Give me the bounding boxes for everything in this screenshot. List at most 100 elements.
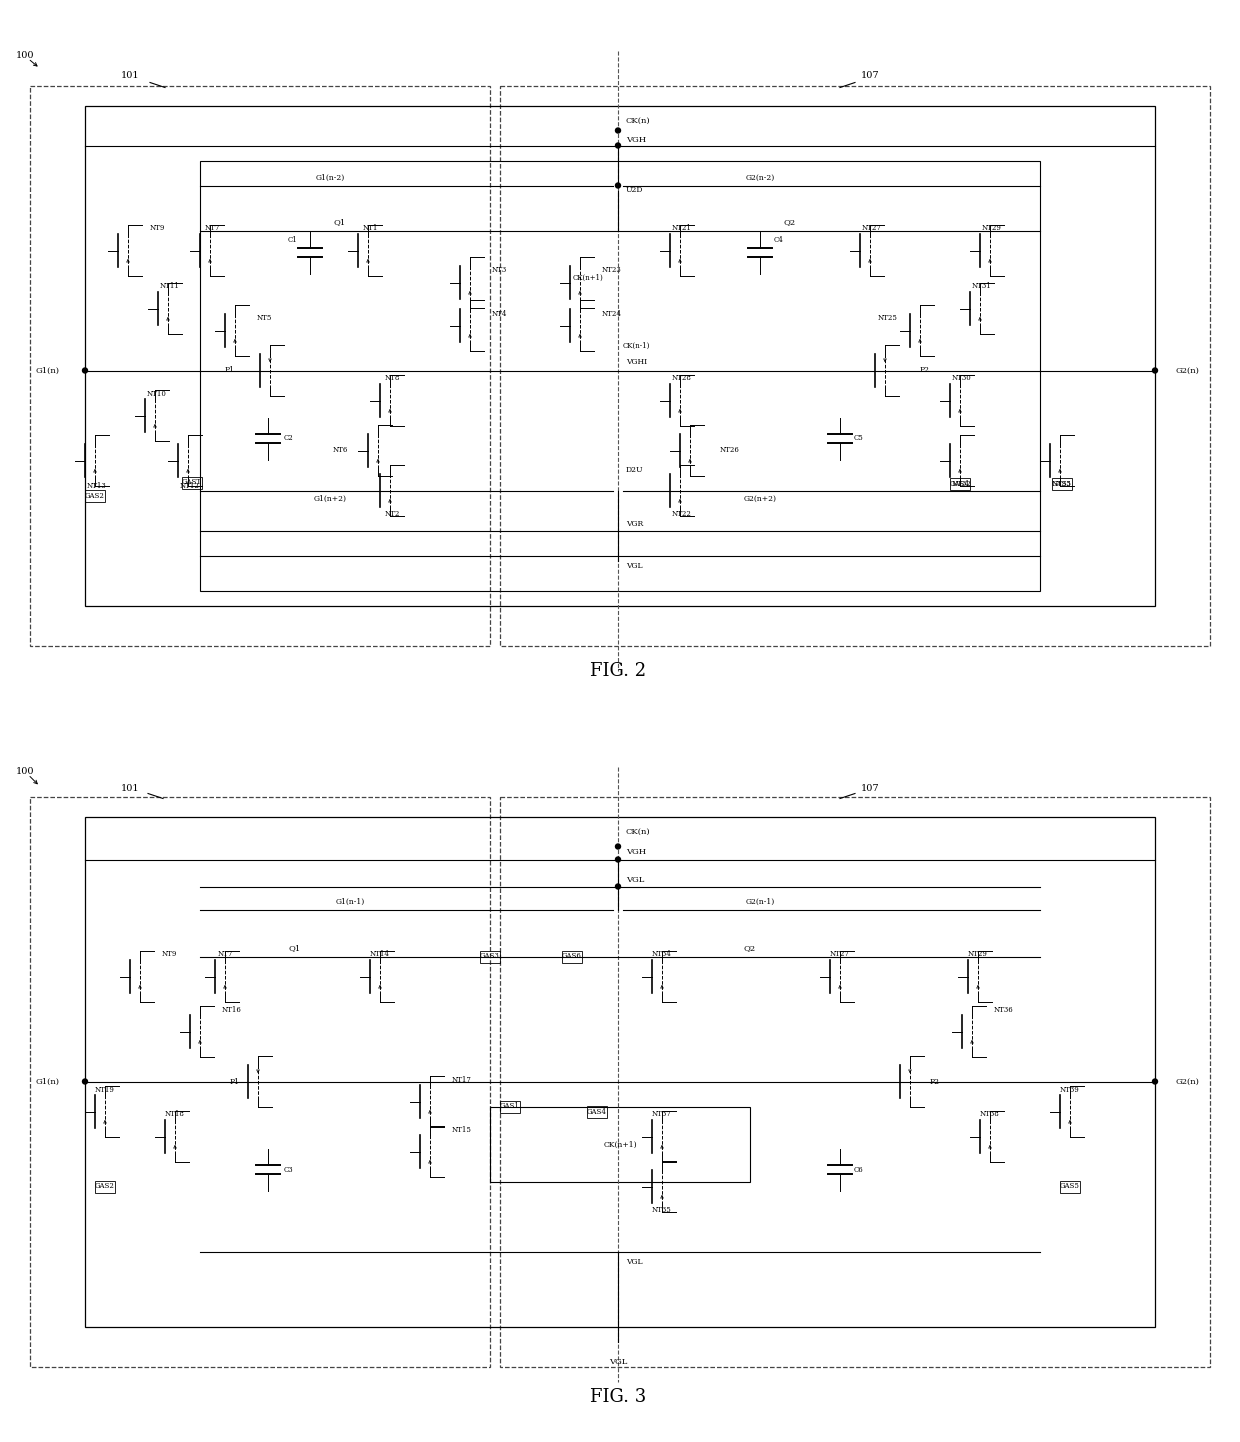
Text: G2(n): G2(n) (1176, 366, 1199, 375)
Text: NT8: NT8 (384, 375, 399, 382)
Circle shape (615, 844, 620, 849)
Text: NT30: NT30 (952, 375, 972, 382)
Circle shape (615, 183, 620, 187)
Text: NT11: NT11 (160, 283, 180, 290)
Text: G2(n-1): G2(n-1) (745, 897, 775, 906)
Bar (182, 476, 202, 489)
Bar (1052, 477, 1073, 489)
Text: 101: 101 (120, 71, 139, 79)
Text: NT29: NT29 (968, 950, 988, 959)
Bar (30, 85, 490, 646)
Text: C4: C4 (773, 236, 782, 245)
Text: P1: P1 (229, 1077, 241, 1086)
Text: C1: C1 (288, 236, 296, 245)
Text: NT14: NT14 (370, 950, 389, 959)
Text: NT35: NT35 (652, 1206, 672, 1214)
Circle shape (1152, 368, 1157, 373)
Bar (1060, 1181, 1080, 1193)
Circle shape (615, 143, 620, 149)
Text: Q1: Q1 (289, 945, 301, 953)
Text: CK(n-1): CK(n-1) (622, 342, 650, 349)
Text: NT23: NT23 (601, 267, 621, 274)
Bar (500, 1100, 520, 1112)
Text: GAS3: GAS3 (480, 953, 500, 960)
Text: 107: 107 (861, 71, 879, 79)
Text: U2D: U2D (626, 186, 644, 195)
Circle shape (83, 1079, 88, 1084)
Text: Q2: Q2 (744, 945, 756, 953)
Text: NT1: NT1 (362, 225, 378, 232)
Text: NT33: NT33 (1053, 480, 1071, 489)
Text: NT4: NT4 (492, 310, 507, 317)
Text: VGL: VGL (626, 561, 642, 570)
Text: GAS2: GAS2 (95, 1182, 115, 1191)
Text: NT7: NT7 (217, 950, 233, 959)
Text: NT26: NT26 (720, 447, 740, 454)
Text: CK(n+1): CK(n+1) (573, 274, 604, 281)
Circle shape (615, 857, 620, 862)
Text: C2: C2 (283, 434, 293, 443)
Text: C5: C5 (853, 434, 863, 443)
Text: C3: C3 (283, 1165, 293, 1174)
Text: NT10: NT10 (148, 389, 167, 398)
Text: NT22: NT22 (672, 510, 692, 519)
Text: NT38: NT38 (980, 1110, 999, 1119)
Text: G1(n-1): G1(n-1) (335, 897, 365, 906)
Text: NT32: NT32 (952, 480, 972, 489)
Text: NT19: NT19 (95, 1086, 115, 1093)
Text: NT6: NT6 (332, 447, 348, 454)
Text: 107: 107 (861, 784, 879, 793)
Text: GAS5: GAS5 (1052, 480, 1071, 487)
Bar (490, 1106, 750, 1181)
Bar (30, 796, 490, 1367)
Text: NT21: NT21 (672, 225, 692, 232)
Text: NT2: NT2 (384, 510, 399, 519)
Text: VGH: VGH (626, 136, 646, 144)
Text: GAS1: GAS1 (500, 1103, 520, 1110)
Text: NT9: NT9 (162, 950, 177, 959)
Text: FIG. 3: FIG. 3 (590, 1387, 646, 1406)
Text: FIG. 2: FIG. 2 (590, 662, 646, 679)
Bar (86, 105, 1154, 606)
Circle shape (83, 368, 88, 373)
Text: GAS6: GAS6 (562, 953, 582, 960)
Circle shape (615, 128, 620, 133)
Text: VGL: VGL (626, 875, 645, 884)
Circle shape (615, 884, 620, 890)
Text: P2: P2 (930, 1077, 940, 1086)
Text: NT36: NT36 (994, 1005, 1014, 1014)
Text: Q1: Q1 (334, 219, 346, 226)
Text: P2: P2 (920, 366, 930, 375)
Text: NT17: NT17 (453, 1076, 472, 1083)
Text: G1(n): G1(n) (36, 1077, 60, 1086)
Text: G1(n+2): G1(n+2) (314, 495, 346, 502)
Text: CK(n): CK(n) (626, 828, 651, 835)
Text: NT16: NT16 (222, 1005, 242, 1014)
Text: NT12: NT12 (180, 483, 200, 490)
Text: Q2: Q2 (784, 219, 796, 226)
Text: NT39: NT39 (1060, 1086, 1080, 1093)
Text: NT27: NT27 (830, 950, 849, 959)
Text: GAS4: GAS4 (587, 1107, 606, 1116)
Bar (500, 85, 1210, 646)
Bar (200, 160, 1040, 591)
Text: NT7: NT7 (205, 225, 219, 232)
Text: NT25: NT25 (878, 314, 898, 323)
Text: NT13: NT13 (87, 483, 107, 490)
Text: NT3: NT3 (492, 267, 507, 274)
Bar (480, 950, 500, 962)
Text: NT31: NT31 (972, 283, 992, 290)
Text: 101: 101 (120, 784, 139, 793)
Text: GAS5: GAS5 (1060, 1182, 1080, 1191)
Text: NT18: NT18 (165, 1110, 185, 1119)
Bar (500, 796, 1210, 1367)
Text: G2(n+2): G2(n+2) (744, 495, 776, 502)
Text: NT34: NT34 (652, 950, 672, 959)
Text: 100: 100 (16, 50, 35, 61)
Text: CK(n): CK(n) (626, 117, 651, 124)
Bar (95, 1181, 115, 1193)
Text: NT29: NT29 (982, 225, 1002, 232)
Text: GAS4: GAS4 (950, 480, 970, 487)
Text: NT15: NT15 (453, 1126, 472, 1133)
Bar (562, 950, 582, 962)
